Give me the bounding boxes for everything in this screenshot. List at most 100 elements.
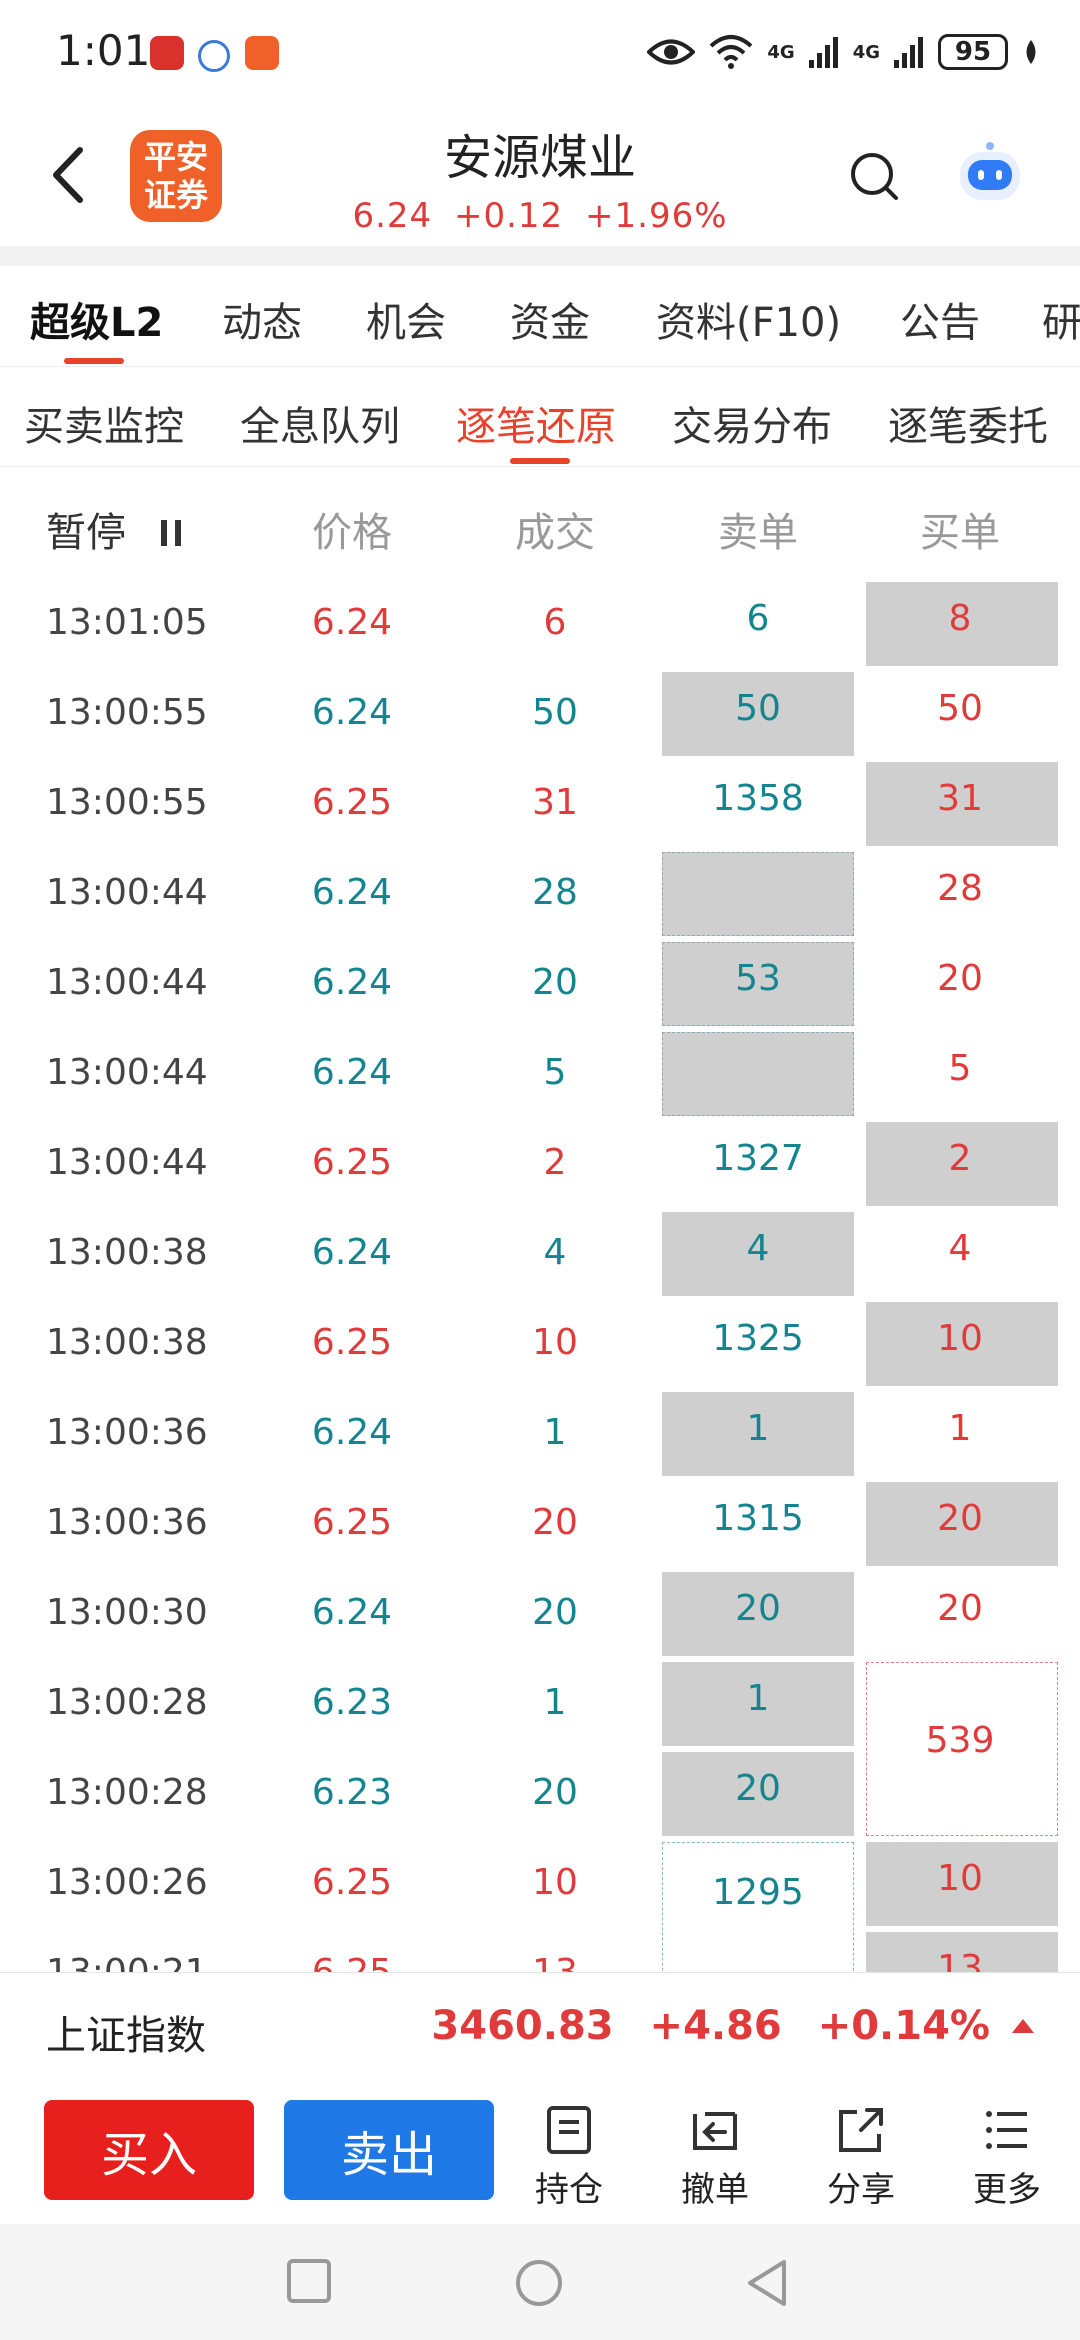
row-price: 6.25 xyxy=(311,1322,393,1363)
home-icon[interactable] xyxy=(514,2258,564,2308)
subtab-full-queue[interactable]: 全息队列 xyxy=(240,404,400,450)
row-sell-order: 4 xyxy=(746,1228,770,1269)
buy-order-highlight xyxy=(866,1842,1058,1926)
back-nav-icon[interactable] xyxy=(744,2258,790,2308)
tab-dynamics[interactable]: 动态 xyxy=(222,300,302,346)
pause-icon xyxy=(160,520,181,546)
row-volume: 6 xyxy=(543,602,567,643)
row-sell-order: 20 xyxy=(735,1588,781,1629)
position-button[interactable]: 持仓 xyxy=(514,2104,624,2211)
row-buy-order: 28 xyxy=(937,868,983,909)
index-values: 3460.83 +4.86 +0.14% xyxy=(431,2003,990,2049)
column-buy-order: 买单 xyxy=(920,510,1000,556)
pause-button[interactable]: 暂停 xyxy=(46,500,185,558)
position-label: 持仓 xyxy=(535,2170,603,2210)
signal-2-label: 4G xyxy=(852,41,880,63)
column-price: 价格 xyxy=(312,510,392,556)
row-price: 6.23 xyxy=(311,1772,393,1813)
subtab-tick-restore[interactable]: 逐笔还原 xyxy=(456,404,616,450)
row-time: 13:00:44 xyxy=(46,962,208,1003)
index-ticker[interactable]: 上证指数 3460.83 +4.86 +0.14% xyxy=(0,1972,1080,2084)
row-volume: 10 xyxy=(532,1862,578,1903)
search-button[interactable] xyxy=(848,150,900,202)
row-buy-order: 20 xyxy=(937,1498,983,1539)
row-buy-order: 10 xyxy=(937,1318,983,1359)
logo-line2: 证券 xyxy=(143,176,208,214)
more-label: 更多 xyxy=(973,2170,1041,2210)
more-button[interactable]: 更多 xyxy=(952,2104,1062,2211)
sell-order-highlight xyxy=(662,672,854,756)
sell-order-highlight xyxy=(662,1842,854,1972)
broker-logo[interactable]: 平安 证券 xyxy=(130,130,222,222)
share-button[interactable]: 分享 xyxy=(806,2104,916,2211)
cancel-order-label: 撤单 xyxy=(681,2170,749,2210)
sell-order-highlight xyxy=(662,1032,854,1116)
row-buy-order: 539 xyxy=(925,1720,995,1761)
row-buy-order: 1 xyxy=(948,1408,972,1449)
column-sell-order: 卖单 xyxy=(718,510,798,556)
tab-research[interactable]: 研 xyxy=(1042,300,1080,346)
subtab-trade-monitor[interactable]: 买卖监控 xyxy=(24,404,184,450)
row-volume: 5 xyxy=(543,1052,567,1093)
index-change: +4.86 xyxy=(649,2003,782,2049)
subtab-tick-orders[interactable]: 逐笔委托 xyxy=(888,404,1048,450)
index-change-pct: +0.14% xyxy=(817,2003,990,2049)
row-volume: 1 xyxy=(543,1682,567,1723)
row-price: 6.25 xyxy=(252,1952,452,1972)
sub-tabs: 买卖监控 全息队列 逐笔还原 交易分布 逐笔委托 xyxy=(0,366,1080,467)
row-price: 6.24 xyxy=(311,602,393,643)
tab-announcements[interactable]: 公告 xyxy=(900,300,980,346)
row-buy-order: 4 xyxy=(948,1228,972,1269)
row-buy-order: 8 xyxy=(948,598,972,639)
stock-quote: 6.24 +0.12 +1.96% xyxy=(0,196,1080,236)
buy-order-highlight xyxy=(866,1932,1058,1972)
row-price: 6.24 xyxy=(311,1052,393,1093)
camera-app-icon xyxy=(198,40,230,72)
up-arrow-icon xyxy=(1012,2019,1034,2033)
robot-icon xyxy=(960,142,1020,200)
sell-order-highlight xyxy=(662,1752,854,1836)
menu-icon xyxy=(986,2111,1027,2149)
tick-table[interactable]: 13:01:05 6.24 6 6 8 13:00:55 6.24 50 50 50 13:00:5… xyxy=(0,580,1080,1972)
row-time: 13:00:30 xyxy=(46,1592,208,1633)
sub-tab-indicator xyxy=(510,458,570,464)
pause-label: 暂停 xyxy=(46,510,126,556)
buy-order-highlight xyxy=(866,1302,1058,1386)
cancel-order-button[interactable]: 撤单 xyxy=(660,2104,770,2211)
chevron-left-icon xyxy=(53,147,83,203)
tab-funds[interactable]: 资金 xyxy=(510,300,590,346)
search-icon xyxy=(851,153,898,200)
buy-button[interactable]: 买入 xyxy=(44,2100,254,2200)
recent-apps-icon[interactable] xyxy=(286,2258,332,2304)
share-icon xyxy=(839,2108,883,2152)
sell-order-highlight xyxy=(662,1662,854,1746)
row-buy-order: 10 xyxy=(937,1858,983,1899)
buy-order-highlight xyxy=(866,1482,1058,1566)
row-price: 6.25 xyxy=(311,1502,393,1543)
row-time: 13:00:38 xyxy=(46,1322,208,1363)
leaf-icon xyxy=(1026,40,1036,64)
buy-order-highlight xyxy=(866,762,1058,846)
row-volume: 1 xyxy=(543,1412,567,1453)
tab-super-l2[interactable]: 超级L2 xyxy=(30,300,164,346)
status-time: 1:01 xyxy=(56,26,151,75)
sell-order-highlight xyxy=(662,1212,854,1296)
tab-profile-f10[interactable]: 资料(F10) xyxy=(656,300,842,346)
row-sell-order: 20 xyxy=(735,1768,781,1809)
row-buy-order: 13 xyxy=(937,1948,983,1972)
row-buy-order: 31 xyxy=(937,778,983,819)
assistant-robot-button[interactable] xyxy=(952,140,1028,206)
tab-opportunity[interactable]: 机会 xyxy=(366,300,446,346)
status-icons: 4G 4G 95 xyxy=(647,30,1040,74)
row-time: 13:00:36 xyxy=(46,1502,208,1543)
stock-change-pct: +1.96% xyxy=(585,196,728,236)
column-volume: 成交 xyxy=(515,510,595,556)
row-sell-order: 6 xyxy=(746,598,770,639)
row-buy-order: 20 xyxy=(937,958,983,999)
sell-order-highlight xyxy=(662,942,854,1026)
status-bar: 1:01 4G 4G 95 xyxy=(0,0,1080,100)
back-button[interactable] xyxy=(40,140,100,210)
row-time: 13:00:44 xyxy=(46,1142,208,1183)
sell-button[interactable]: 卖出 xyxy=(284,2100,494,2200)
subtab-trade-distribution[interactable]: 交易分布 xyxy=(672,404,832,450)
